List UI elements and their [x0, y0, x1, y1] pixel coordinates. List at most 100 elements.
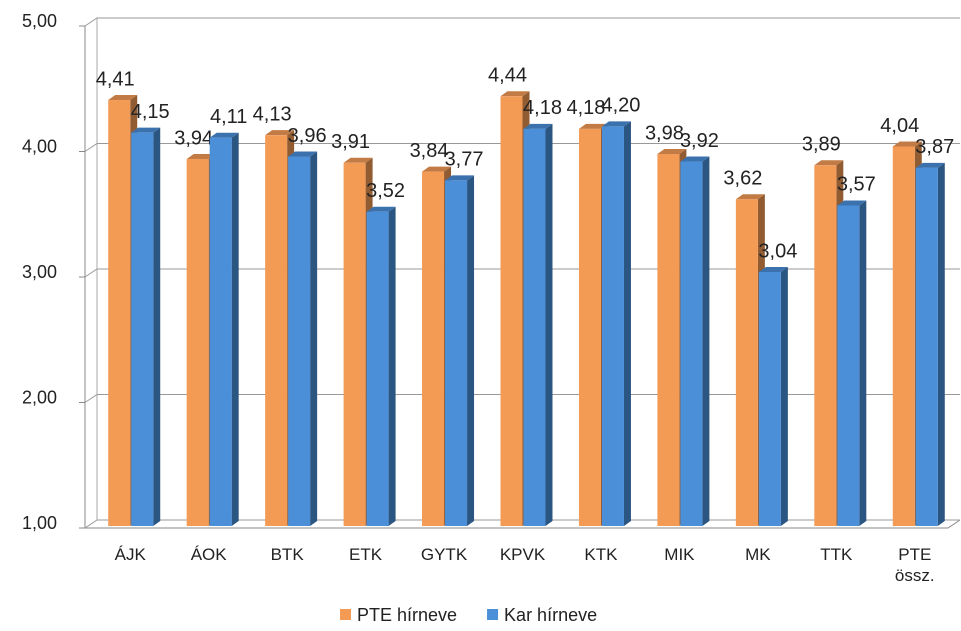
y-tick-label: 5,00 [22, 11, 57, 31]
data-label: 3,77 [445, 149, 484, 171]
x-tick-label: ÁJK [114, 545, 146, 564]
x-tick-label: MIK [664, 545, 695, 564]
bar-top [288, 151, 318, 157]
bar [366, 211, 389, 527]
bar [523, 128, 546, 526]
data-label: 4,18 [523, 97, 562, 119]
legend-swatch [487, 609, 499, 620]
bar-top [578, 123, 608, 129]
bar-top [680, 156, 710, 162]
bar-side [623, 121, 631, 527]
y-tick-label: 2,00 [22, 387, 57, 407]
data-label: 4,44 [488, 65, 527, 87]
data-label: 3,62 [723, 167, 762, 189]
data-label: 3,52 [366, 180, 405, 202]
bar [108, 100, 131, 527]
bar [680, 161, 703, 527]
data-label: 4,13 [253, 103, 292, 125]
bar-top [108, 95, 138, 101]
bar [288, 156, 311, 526]
floor [85, 519, 961, 529]
bar-top [265, 130, 295, 136]
x-tick-label: KPVK [499, 545, 546, 564]
bar-top [915, 162, 945, 168]
bar-side [545, 123, 553, 526]
bar-top [445, 175, 475, 181]
bar-top [601, 121, 631, 127]
y-tick-label: 1,00 [22, 513, 57, 533]
bar-top [735, 194, 765, 200]
bar [209, 137, 232, 526]
bar-top [343, 157, 373, 163]
data-label: 3,94 [174, 127, 213, 149]
x-tick-label: MK [745, 545, 771, 564]
data-label: 3,04 [758, 240, 797, 262]
bar-top [500, 91, 530, 97]
data-label: 4,41 [96, 68, 135, 90]
bar [657, 154, 680, 526]
x-tick-label: TTK [820, 545, 853, 564]
bar [343, 162, 366, 527]
data-label: 3,91 [331, 131, 370, 153]
bar-top [758, 266, 788, 272]
bar-top [366, 206, 396, 212]
data-label: 3,98 [645, 122, 684, 144]
bar-side [937, 162, 945, 526]
data-label: 3,84 [410, 140, 449, 162]
bar-top [523, 123, 553, 129]
y-tick-label: 3,00 [22, 262, 57, 282]
bar-side [231, 132, 239, 526]
bar-side [153, 127, 161, 527]
data-label: 3,57 [837, 174, 876, 196]
legend-swatch [340, 609, 351, 620]
legend-label: PTE hírneve [357, 605, 457, 625]
data-label: 3,87 [915, 136, 954, 158]
bar [601, 126, 624, 527]
data-label: 4,15 [131, 101, 170, 123]
x-tick-label: ETK [349, 545, 383, 564]
bar [758, 271, 781, 526]
bar [578, 128, 601, 526]
bar-side [467, 175, 475, 527]
bar-top [422, 166, 452, 172]
x-tick-label: GYTK [420, 545, 468, 564]
x-tick-label: PTE össz. [894, 545, 935, 585]
legend-label: Kar hírneve [504, 605, 597, 625]
bar-side [388, 206, 396, 527]
bar-top [814, 160, 844, 166]
data-label: 4,18 [566, 97, 605, 119]
bar-top [131, 127, 161, 133]
data-label: 4,20 [601, 95, 640, 117]
data-label: 3,92 [680, 130, 719, 152]
bar-side [859, 200, 867, 526]
x-tick-label: BTK [270, 545, 304, 564]
data-label: 3,96 [288, 125, 327, 147]
bar [837, 205, 860, 526]
data-label: 3,89 [802, 134, 841, 156]
grid-line [84, 17, 960, 27]
grid-line [84, 143, 960, 152]
bar [915, 167, 938, 526]
bar-side [310, 151, 318, 526]
bar-top [892, 141, 922, 147]
bar [892, 146, 915, 527]
bar [500, 96, 523, 526]
x-tick-label: KTK [584, 545, 618, 564]
bar-top [837, 200, 867, 206]
bar [186, 159, 209, 526]
bar-side [702, 156, 710, 527]
bar-side [780, 266, 788, 526]
bar [265, 135, 288, 526]
bar [445, 180, 468, 527]
data-label: 4,04 [880, 115, 919, 137]
bar [814, 165, 837, 526]
bar [422, 171, 445, 526]
bar-top [209, 132, 239, 138]
bar-top [657, 149, 687, 155]
bar [735, 199, 758, 526]
data-label: 4,11 [210, 106, 247, 128]
x-tick-label: ÁOK [190, 545, 227, 564]
bar-top [186, 154, 216, 160]
